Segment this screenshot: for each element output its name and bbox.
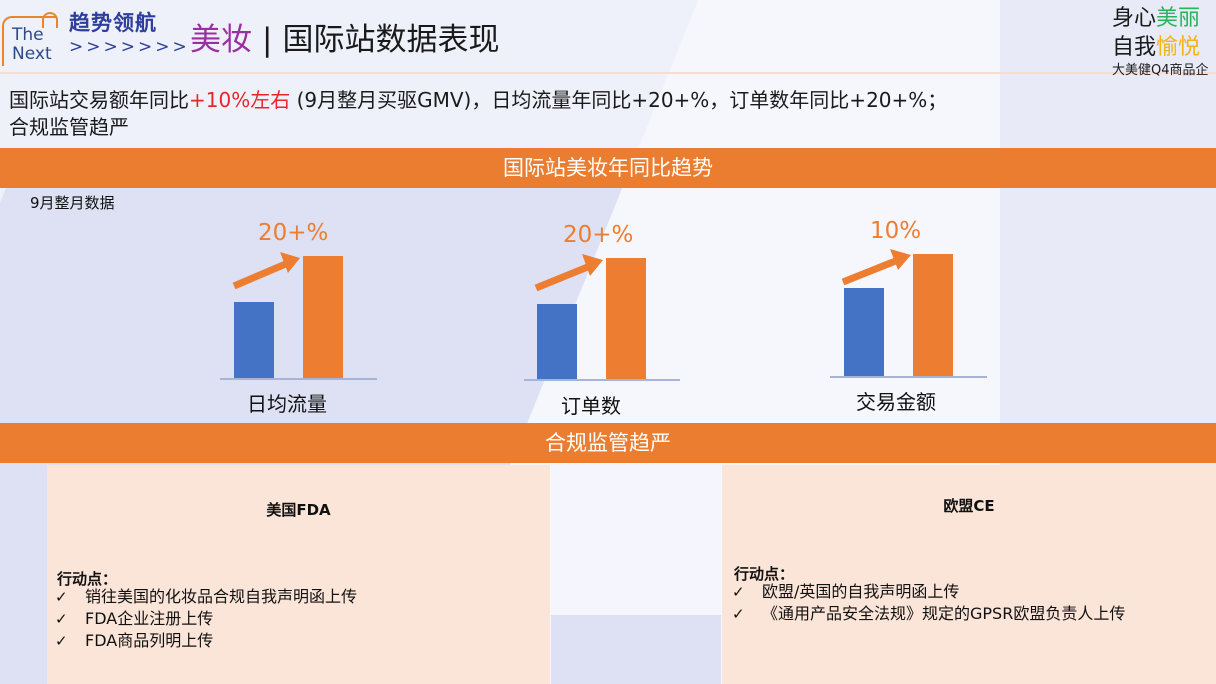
chart-category-label: 交易金额 (856, 390, 936, 414)
checkmark-icon: ✓ (732, 605, 745, 623)
panel-eu-ce: 欧盟CE 行动点： ✓ 欧盟/英国的自我声明函上传 ✓ 《通用产品安全法规》规定的G… (722, 465, 1216, 684)
summary-highlight: +10%左右 (189, 88, 291, 112)
checkmark-icon: ✓ (55, 632, 68, 650)
panel-us-fda: 美国FDA 行动点： ✓ 销往美国的化妆品合规自我声明函上传 ✓ FDA企业注册上传… (47, 465, 550, 684)
bar-previous (234, 302, 274, 379)
list-item: ✓ 《通用产品安全法规》规定的GPSR欧盟负责人上传 (732, 603, 1125, 625)
page-title-text: 国际站数据表现 (282, 22, 500, 58)
chart-axis (830, 376, 987, 378)
summary-text: 国际站交易额年同比+10%左右 (9月整月买驱GMV)，日均流量年同比+20+%… (9, 87, 947, 141)
section-header-compliance: 合规监管趋严 (0, 423, 1216, 463)
list-item: ✓ FDA商品列明上传 (55, 630, 357, 652)
chart-category-label: 订单数 (561, 394, 621, 418)
list-item: ✓ 欧盟/英国的自我声明函上传 (732, 581, 1125, 603)
chart-axis (524, 379, 680, 381)
header-divider (0, 72, 1216, 74)
list-item-text: FDA企业注册上传 (85, 609, 214, 628)
logo-ear-icon (42, 12, 58, 28)
bar-previous (537, 304, 577, 380)
action-points-label: 行动点： (734, 565, 795, 583)
list-item: ✓ FDA企业注册上传 (55, 608, 357, 630)
bar-current (303, 256, 343, 379)
chart-transaction-amount: 10% 交易金额 (810, 210, 1010, 420)
title-separator: | (262, 22, 273, 58)
list-item-text: 《通用产品安全法规》规定的GPSR欧盟负责人上传 (762, 604, 1126, 623)
bar-current (913, 254, 953, 377)
tagline-text: 身心 (1112, 6, 1157, 31)
tagline-highlight-yellow: 愉悦 (1156, 35, 1201, 60)
summary-line2: 合规监管趋严 (9, 115, 129, 139)
tagline-subtitle: 大美健Q4商品企 (1112, 63, 1209, 78)
logo-text-the: The (12, 25, 44, 45)
brand-block: 趋势领航 >>>>>>> (69, 10, 190, 58)
chart-daily-traffic: 20+% 日均流量 (200, 210, 400, 420)
tagline-highlight-green: 美丽 (1156, 6, 1201, 31)
list-item-text: 欧盟/英国的自我声明函上传 (762, 582, 960, 601)
summary-part: 国际站交易额年同比 (9, 88, 189, 112)
campaign-tagline: 身心美丽 自我愉悦 大美健Q4商品企 (1112, 4, 1209, 79)
growth-arrow-icon (232, 252, 300, 290)
brand-title: 趋势领航 (69, 11, 157, 35)
checkmark-icon: ✓ (55, 588, 68, 606)
action-list: ✓ 欧盟/英国的自我声明函上传 ✓ 《通用产品安全法规》规定的GPSR欧盟负责人上传 (732, 581, 1125, 625)
panel-title: 欧盟CE (943, 497, 995, 515)
action-list: ✓ 销往美国的化妆品合规自我声明函上传 ✓ FDA企业注册上传 ✓ FDA商品列明上传 (55, 586, 357, 652)
growth-label: 20+% (258, 220, 329, 246)
action-points-label: 行动点： (57, 570, 118, 588)
logo-text-next: Next (12, 44, 52, 64)
bar-current (606, 258, 646, 380)
summary-part: (9月整月买驱GMV)，日均流量年同比+20+%，订单数年同比+20+%； (290, 88, 948, 112)
checkmark-icon: ✓ (55, 610, 68, 628)
page-category: 美妆 (190, 22, 252, 58)
page-title: 美妆 | 国际站数据表现 (190, 20, 499, 60)
period-label: 9月整月数据 (30, 194, 115, 212)
chart-axis (220, 378, 377, 380)
list-item-text: 销往美国的化妆品合规自我声明函上传 (85, 587, 358, 606)
growth-label: 10% (870, 218, 922, 244)
section-header-trend: 国际站美妆年同比趋势 (0, 148, 1216, 188)
logo-frame-icon (2, 16, 56, 66)
panel-gap (551, 465, 721, 684)
bar-previous (844, 288, 884, 377)
list-item-text: FDA商品列明上传 (85, 631, 214, 650)
chart-category-label: 日均流量 (247, 392, 327, 416)
growth-label: 20+% (563, 222, 634, 248)
growth-arrow-icon (534, 254, 603, 292)
the-next-logo: The Next (2, 12, 64, 66)
brand-arrows-icon: >>>>>>> (69, 37, 190, 57)
tagline-text: 自我 (1112, 35, 1157, 60)
slide-header: The Next 趋势领航 >>>>>>> 美妆 | 国际站数据表现 (0, 0, 1216, 74)
list-item: ✓ 销往美国的化妆品合规自我声明函上传 (55, 586, 357, 608)
growth-arrow-icon (841, 249, 911, 286)
panel-title: 美国FDA (266, 501, 331, 519)
checkmark-icon: ✓ (732, 583, 745, 601)
chart-orders: 20+% 订单数 (510, 210, 710, 420)
